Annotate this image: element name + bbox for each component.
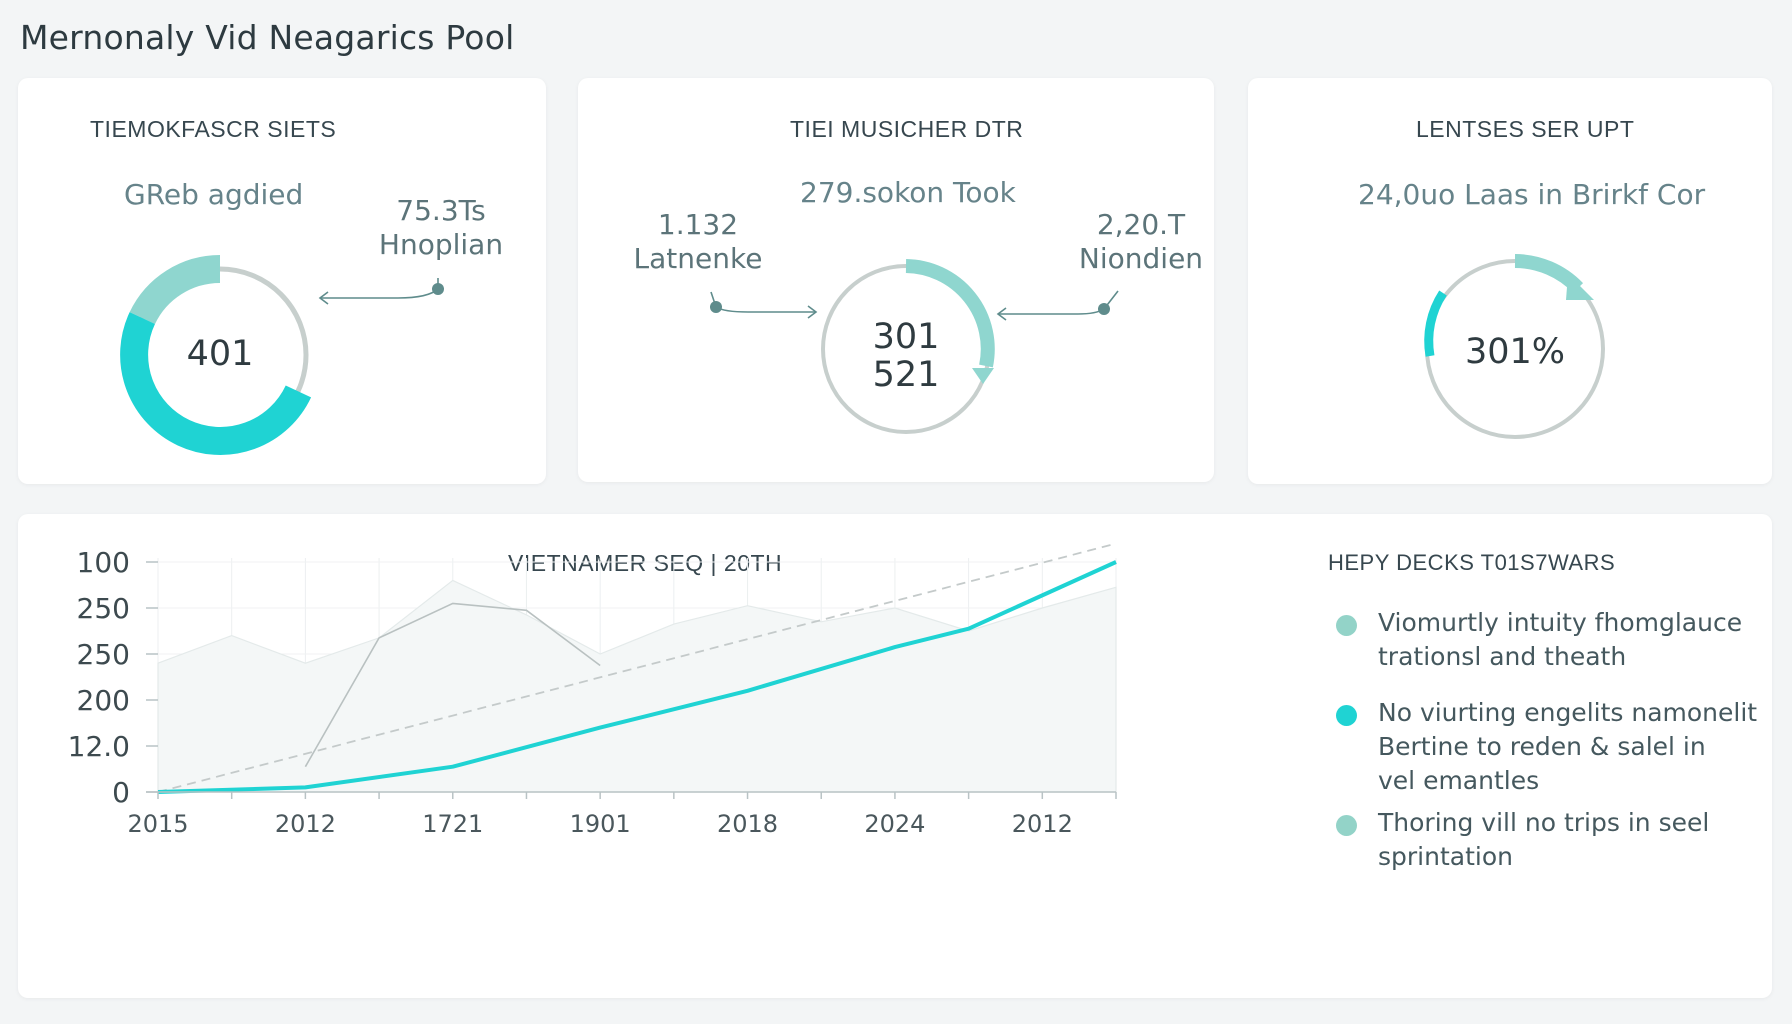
right-connector [998,290,1119,315]
y-tick-label: 250 [77,638,130,671]
x-tick-label: 2018 [717,810,778,838]
donut-chart-2 [710,259,1119,434]
donut-segment-light [129,255,221,325]
donut-segment-main [120,312,312,455]
donut-center-line1: 301 [872,317,940,357]
y-tick-label: 250 [77,592,130,625]
legend-item: Thoring vill no trips in seel sprintatio… [1336,806,1709,874]
legend-item-text: No viurting engelits namonelit Bertine t… [1378,698,1758,795]
legend-item: Viomurtly intuity fhomglauce trationsl a… [1336,606,1742,674]
y-tick-label: 100 [77,546,130,579]
series-line-main [157,560,1117,794]
arrow-head-icon [1566,274,1594,300]
donut-chart-1 [120,255,444,455]
x-tick-label: 2012 [1012,810,1073,838]
left-connector [710,291,816,313]
card-title: TIEI MUSICHER DTR [790,116,1024,142]
legend-dot [1336,705,1357,726]
callout-value: 75.3Ts [396,194,486,227]
page-title: Mernonaly Vid Neagarics Pool [20,18,515,57]
x-tick-label: 2012 [275,810,336,838]
callout-right-value: 2,20.T [1096,208,1186,241]
donut-center-value: 301 521 [846,318,966,394]
legend-item-text: Thoring vill no trips in seel sprintatio… [1378,808,1710,871]
donut-center-value: 401 [186,334,254,374]
card-subtitle: 24,0uo Laas in Brirkf Cor [1358,178,1706,211]
chart-title: VIETNAMER SEQ | 20TH [508,550,783,576]
callout-left-value: 1.132 [657,208,739,241]
legend-dot [1336,815,1357,836]
legend-dot [1336,615,1357,636]
donut-segment-main [905,259,995,368]
area-series [157,579,1117,793]
arrow-head-icon [318,291,329,305]
donut-card-1: TIEMOKFASCR SIETS GReb agdied 75.3Ts Hno… [18,78,546,484]
card-title: TIEMOKFASCR SIETS [90,116,337,142]
callout-left-label: Latnenke [633,242,763,275]
callout-label: Hnoplian [378,228,504,261]
callout-left: 1.132 Latnenke [628,208,768,276]
donut-chart-3 [1424,254,1605,439]
legend-title: HEPY DECKS T01S7WARS [1328,550,1616,575]
arrow-head-icon [972,368,994,384]
donut-card-2: TIEI MUSICHER DTR 279.sokon Took 1.132 L… [578,78,1214,482]
x-tick-label: 2015 [127,810,188,838]
x-tick-label: 2024 [864,810,925,838]
donut-center-line2: 521 [872,355,940,395]
callout-right: 2,20.T Niondien [1066,208,1216,276]
y-tick-label: 200 [77,684,130,717]
callout-connector [320,278,439,299]
card-title: LENTSES SER UPT [1416,116,1635,142]
callout: 75.3Ts Hnoplian [376,194,506,262]
series-line-grey [304,602,601,768]
x-tick-label: 1901 [570,810,631,838]
card-subtitle: 279.sokon Took [800,176,1016,209]
card-subtitle: GReb agdied [124,178,304,211]
y-tick-label: 12.0 [68,730,130,763]
legend-item-text: Viomurtly intuity fhomglauce trationsl a… [1378,608,1743,671]
donut-center-value: 301% [1464,332,1566,372]
chart-card: VIETNAMER SEQ | 20TH 100 250 250 200 12.0 0 20… [18,514,1772,998]
donut-segment-left [1424,290,1447,357]
right-arrow-head-icon [996,307,1007,321]
left-arrow-head-icon [807,305,818,319]
legend-item: No viurting engelits namonelit Bertine t… [1336,696,1757,798]
x-tick-label: 1721 [422,810,483,838]
y-tick-label: 0 [112,776,130,809]
callout-right-label: Niondien [1078,242,1204,275]
donut-card-3: LENTSES SER UPT 24,0uo Laas in Brirkf Co… [1248,78,1772,484]
